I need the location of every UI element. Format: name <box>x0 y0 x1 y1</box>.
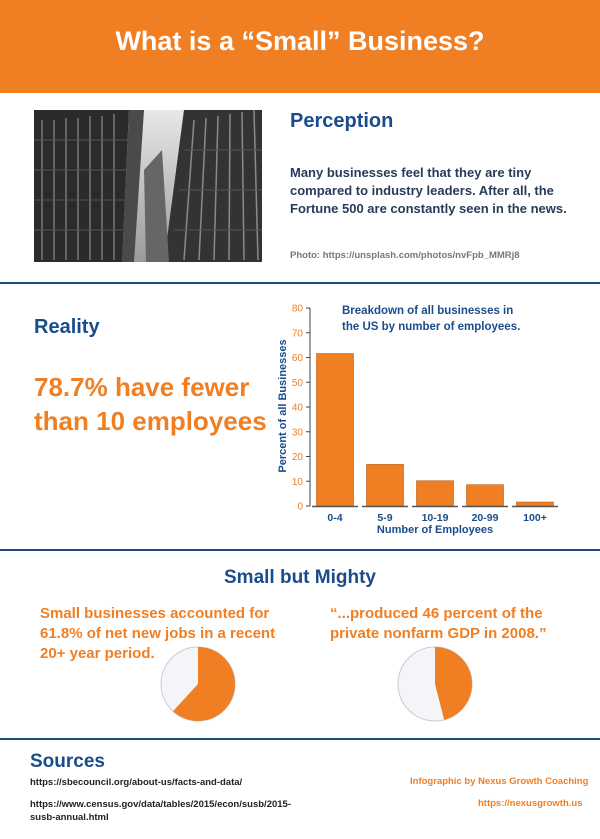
infographic-credit: Infographic by Nexus Growth Coaching <box>410 776 589 787</box>
mighty-right-text: “...produced 46 percent of the private n… <box>330 604 546 644</box>
divider-2 <box>0 549 600 551</box>
chart-xtick-label: 20-99 <box>472 512 499 524</box>
chart-bar-100+ <box>516 501 554 507</box>
photo-credit: Photo: https://unsplash.com/photos/nvFpb… <box>290 250 520 261</box>
page-title: What is a “Small” Business? <box>115 26 485 56</box>
source-link-2-line1: https://www.census.gov/data/tables/2015/… <box>30 799 291 810</box>
mighty-left-line3: 20+ year period. <box>40 645 155 662</box>
source-link-2[interactable]: https://www.census.gov/data/tables/2015/… <box>30 798 291 824</box>
divider-1 <box>0 282 600 284</box>
chart-xtick-label: 5-9 <box>377 512 392 524</box>
skyscraper-photo <box>34 110 262 262</box>
chart-title-line2: the US by number of employees. <box>342 321 520 333</box>
chart-ytick-label: 50 <box>292 378 304 389</box>
jobs-pie-slice <box>173 647 235 721</box>
jobs-pie-chart <box>160 646 236 722</box>
mighty-right-line2: private nonfarm GDP in 2008.” <box>330 625 547 642</box>
gdp-pie-slice <box>435 647 473 720</box>
perception-text: Many businesses feel that they are tiny … <box>290 165 567 216</box>
chart-ytick-label: 0 <box>297 502 303 513</box>
chart-ytick-label: 70 <box>292 328 304 339</box>
mighty-heading: Small but Mighty <box>224 567 376 588</box>
credit-url[interactable]: https://nexusgrowth.us <box>478 798 583 809</box>
chart-ytick-label: 60 <box>292 353 304 364</box>
header-banner: What is a “Small” Business? <box>0 0 600 93</box>
chart-xtick-label: 10-19 <box>422 512 449 524</box>
chart-title-line1: Breakdown of all businesses in <box>342 305 513 317</box>
chart-ytick-label: 40 <box>292 403 304 414</box>
chart-ylabel: Percent of all Businesses <box>277 339 289 472</box>
reality-stat: 78.7% have fewer than 10 employees <box>34 370 284 438</box>
chart-bar-5-9 <box>366 464 404 507</box>
mighty-right-line1: “...produced 46 percent of the <box>330 605 543 622</box>
gdp-pie-chart <box>397 646 473 722</box>
divider-3 <box>0 738 600 740</box>
reality-stat-line1: 78.7% have fewer <box>34 372 250 402</box>
mighty-left-line1: Small businesses accounted for <box>40 605 270 622</box>
chart-xtick-label: 100+ <box>523 512 547 524</box>
chart-xlabel: Number of Employees <box>377 524 493 536</box>
chart-ytick-label: 80 <box>292 304 304 315</box>
chart-bar-0-4 <box>316 353 354 507</box>
source-link-2-line2: susb-annual.html <box>30 812 109 823</box>
reality-stat-line2: than 10 employees <box>34 406 267 436</box>
chart-ytick-label: 30 <box>292 427 304 438</box>
mighty-left-line2: 61.8% of net new jobs in a recent <box>40 625 276 642</box>
source-link-1[interactable]: https://sbecouncil.org/about-us/facts-an… <box>30 777 243 788</box>
chart-bar-20-99 <box>466 484 504 507</box>
chart-bar-10-19 <box>416 480 454 507</box>
chart-ytick-label: 10 <box>292 477 304 488</box>
sources-heading: Sources <box>30 751 105 772</box>
perception-heading: Perception <box>290 110 394 132</box>
employee-bar-chart: Breakdown of all businesses in the US by… <box>277 304 558 536</box>
reality-heading: Reality <box>34 316 100 338</box>
mighty-left-text: Small businesses accounted for 61.8% of … <box>40 604 275 664</box>
chart-ytick-label: 20 <box>292 452 304 463</box>
chart-xtick-label: 0-4 <box>327 512 342 524</box>
